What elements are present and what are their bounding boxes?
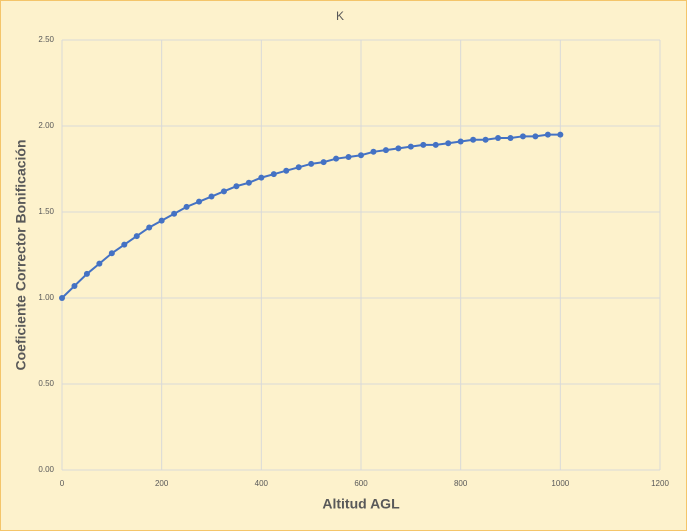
marker bbox=[59, 295, 65, 301]
marker bbox=[196, 198, 203, 205]
marker bbox=[96, 260, 103, 267]
marker bbox=[258, 174, 265, 181]
y-axis-label: Coeficiente Corrector Bonificación bbox=[13, 139, 29, 370]
marker bbox=[208, 193, 215, 200]
marker bbox=[146, 224, 153, 231]
marker bbox=[495, 135, 502, 142]
x-tick-label: 400 bbox=[255, 479, 269, 488]
marker bbox=[333, 155, 340, 162]
marker bbox=[121, 241, 128, 248]
marker bbox=[108, 250, 115, 257]
marker bbox=[382, 147, 389, 154]
marker bbox=[233, 183, 240, 190]
marker bbox=[370, 148, 377, 155]
marker bbox=[283, 167, 290, 174]
y-tick-label: 1.50 bbox=[38, 207, 54, 216]
marker bbox=[457, 138, 464, 145]
marker bbox=[358, 152, 364, 159]
marker bbox=[395, 145, 402, 152]
marker bbox=[482, 136, 489, 143]
x-tick-label: 800 bbox=[454, 479, 468, 488]
y-tick-label: 2.50 bbox=[38, 35, 54, 44]
marker bbox=[544, 131, 551, 138]
y-tick-label: 0.00 bbox=[38, 465, 54, 474]
marker bbox=[557, 131, 564, 138]
y-tick-label: 2.00 bbox=[38, 121, 54, 130]
marker bbox=[133, 233, 140, 240]
y-tick-label: 1.00 bbox=[38, 293, 54, 302]
marker bbox=[71, 282, 78, 289]
marker bbox=[183, 203, 190, 210]
marker bbox=[295, 164, 302, 171]
x-axis-label: Altitud AGL bbox=[322, 496, 400, 512]
marker bbox=[345, 153, 352, 160]
marker bbox=[407, 143, 414, 150]
marker bbox=[270, 171, 277, 178]
marker bbox=[420, 141, 427, 148]
chart-title: K bbox=[336, 9, 344, 23]
marker bbox=[532, 133, 539, 140]
marker bbox=[308, 160, 315, 167]
marker bbox=[445, 140, 452, 147]
y-tick-label: 0.50 bbox=[38, 379, 54, 388]
x-tick-label: 1200 bbox=[651, 479, 669, 488]
x-tick-label: 1000 bbox=[551, 479, 569, 488]
marker bbox=[158, 217, 165, 224]
marker bbox=[470, 136, 477, 143]
x-tick-label: 0 bbox=[60, 479, 65, 488]
marker bbox=[519, 133, 526, 140]
marker bbox=[507, 135, 514, 142]
marker bbox=[171, 210, 178, 217]
marker bbox=[83, 270, 90, 277]
marker bbox=[320, 159, 327, 166]
x-tick-label: 200 bbox=[155, 479, 169, 488]
marker bbox=[432, 141, 439, 148]
marker bbox=[245, 179, 252, 186]
marker bbox=[220, 188, 227, 195]
x-tick-label: 600 bbox=[354, 479, 368, 488]
